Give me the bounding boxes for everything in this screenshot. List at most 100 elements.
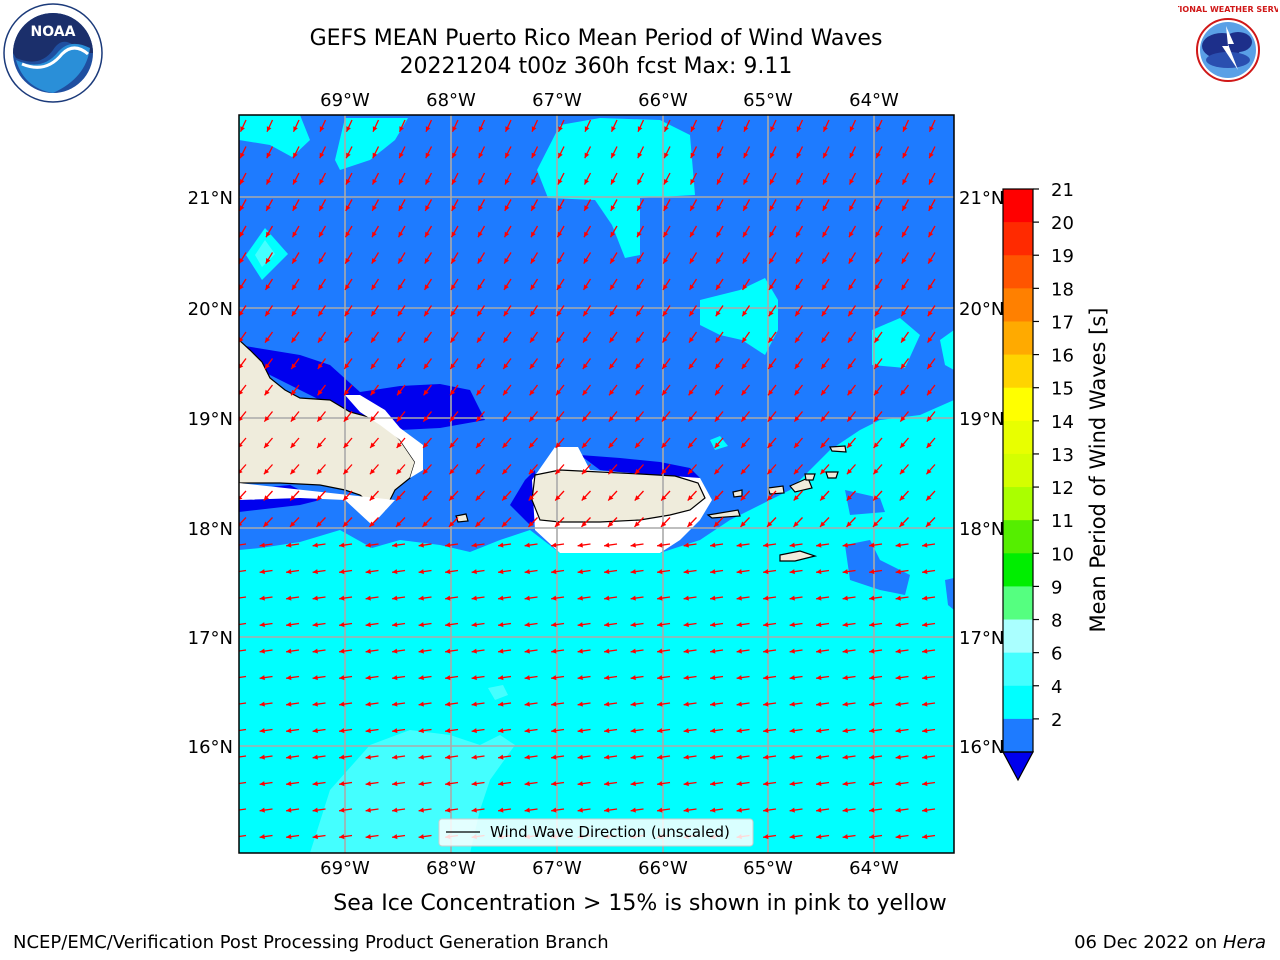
- wind-arrow: [345, 119, 353, 133]
- wind-arrow: [842, 622, 856, 628]
- colorbar-frame: [1002, 188, 1034, 753]
- wind-arrow: [476, 278, 486, 291]
- lat-tick-label: 21°N: [188, 188, 233, 209]
- wind-arrow: [502, 384, 512, 396]
- wind-arrow: [926, 358, 936, 370]
- wind-arrow: [740, 411, 751, 423]
- colorbar-segment: [1003, 685, 1033, 720]
- lon-tick-label: 68°W: [426, 858, 476, 879]
- wind-arrow: [630, 622, 644, 628]
- wind-arrow: [763, 701, 777, 707]
- wind-arrow: [661, 358, 671, 370]
- wind-arrow: [636, 199, 645, 212]
- wind-arrow: [816, 834, 830, 840]
- wind-arrow: [577, 569, 591, 575]
- wind-arrow: [925, 490, 936, 501]
- wind-arrow: [634, 490, 644, 501]
- wind-arrow: [339, 834, 353, 840]
- wind-arrow: [551, 807, 565, 813]
- wind-arrow: [556, 278, 565, 291]
- ocean-north-patch: [872, 318, 920, 368]
- wind-arrow: [872, 517, 883, 528]
- sea-ice-note: Sea Ice Concentration > 15% is shown in …: [333, 891, 947, 916]
- wind-arrow: [660, 464, 671, 475]
- wind-arrow: [551, 701, 565, 707]
- wind-arrow: [312, 807, 326, 813]
- land-island: [706, 509, 741, 519]
- wind-arrow: [418, 569, 432, 575]
- wind-arrow: [683, 569, 697, 575]
- wind-arrow: [286, 807, 300, 813]
- wind-arrow: [475, 437, 485, 449]
- wind-arrow: [265, 172, 274, 185]
- wind-arrow: [608, 411, 618, 423]
- wind-arrow: [397, 252, 406, 264]
- wind-arrow: [451, 119, 459, 133]
- footer-credit: NCEP/EMC/Verification Post Processing Pr…: [13, 932, 609, 953]
- wind-arrow: [608, 331, 618, 344]
- wind-arrow: [392, 834, 406, 840]
- wind-arrow: [604, 781, 618, 787]
- wind-arrow: [736, 728, 750, 734]
- wind-arrow: [369, 464, 379, 475]
- wind-arrow: [927, 305, 936, 317]
- wind-arrow: [661, 411, 671, 423]
- wind-arrow: [927, 225, 936, 238]
- wind-arrow: [502, 411, 512, 423]
- wind-arrow: [476, 358, 486, 370]
- wind-arrow: [683, 728, 697, 734]
- wind-arrow: [477, 172, 486, 185]
- wind-arrow: [604, 569, 618, 575]
- wind-arrow: [767, 411, 777, 423]
- wind-arrow: [471, 595, 485, 601]
- wind-arrow: [239, 331, 247, 344]
- wind-arrow: [451, 146, 459, 159]
- wind-arrow: [689, 225, 698, 238]
- wind-arrow: [610, 199, 618, 212]
- wind-arrow: [794, 278, 804, 291]
- land-island: [455, 513, 469, 523]
- wind-arrow: [763, 807, 777, 813]
- map-legend: Wind Wave Direction (unscaled): [438, 818, 754, 847]
- wind-arrow: [239, 490, 247, 500]
- wind-arrow: [637, 146, 645, 159]
- wind-arrow: [688, 331, 698, 344]
- wind-arrow: [318, 225, 327, 238]
- lat-tick-label: 19°N: [959, 409, 1004, 430]
- wind-arrow: [793, 517, 803, 528]
- wind-arrow: [604, 675, 618, 681]
- wind-arrow: [471, 569, 485, 575]
- wind-arrow: [372, 119, 380, 133]
- wind-arrow: [342, 490, 353, 501]
- wind-arrow: [900, 331, 910, 344]
- wind-arrow: [657, 648, 671, 654]
- wind-arrow: [849, 146, 857, 159]
- wind-arrow: [604, 542, 618, 548]
- wind-arrow: [286, 648, 300, 654]
- wind-arrow: [736, 807, 750, 813]
- wind-arrow: [635, 305, 645, 317]
- wind-arrow: [869, 701, 883, 707]
- wind-arrow: [502, 437, 512, 449]
- wind-arrow: [763, 834, 777, 840]
- colorbar-segment: [1003, 453, 1033, 488]
- wind-arrow: [239, 517, 247, 527]
- wind-arrow: [842, 542, 856, 548]
- wind-arrow: [554, 464, 565, 475]
- wind-arrow: [312, 542, 326, 548]
- wind-arrow: [767, 331, 777, 344]
- wind-arrow: [471, 701, 485, 707]
- wind-arrow: [901, 225, 910, 238]
- wind-arrow: [239, 199, 247, 212]
- wind-arrow: [690, 146, 698, 159]
- wind-arrow: [816, 675, 830, 681]
- wind-arrow: [630, 701, 644, 707]
- wind-arrow: [662, 252, 671, 264]
- wind-arrow: [316, 411, 327, 423]
- wind-arrow: [418, 781, 432, 787]
- land-hispaniola-white-border: [239, 395, 423, 525]
- wind-arrow: [710, 701, 724, 707]
- wind-arrow: [286, 622, 300, 628]
- colorbar-tick-label: 13: [1051, 445, 1074, 466]
